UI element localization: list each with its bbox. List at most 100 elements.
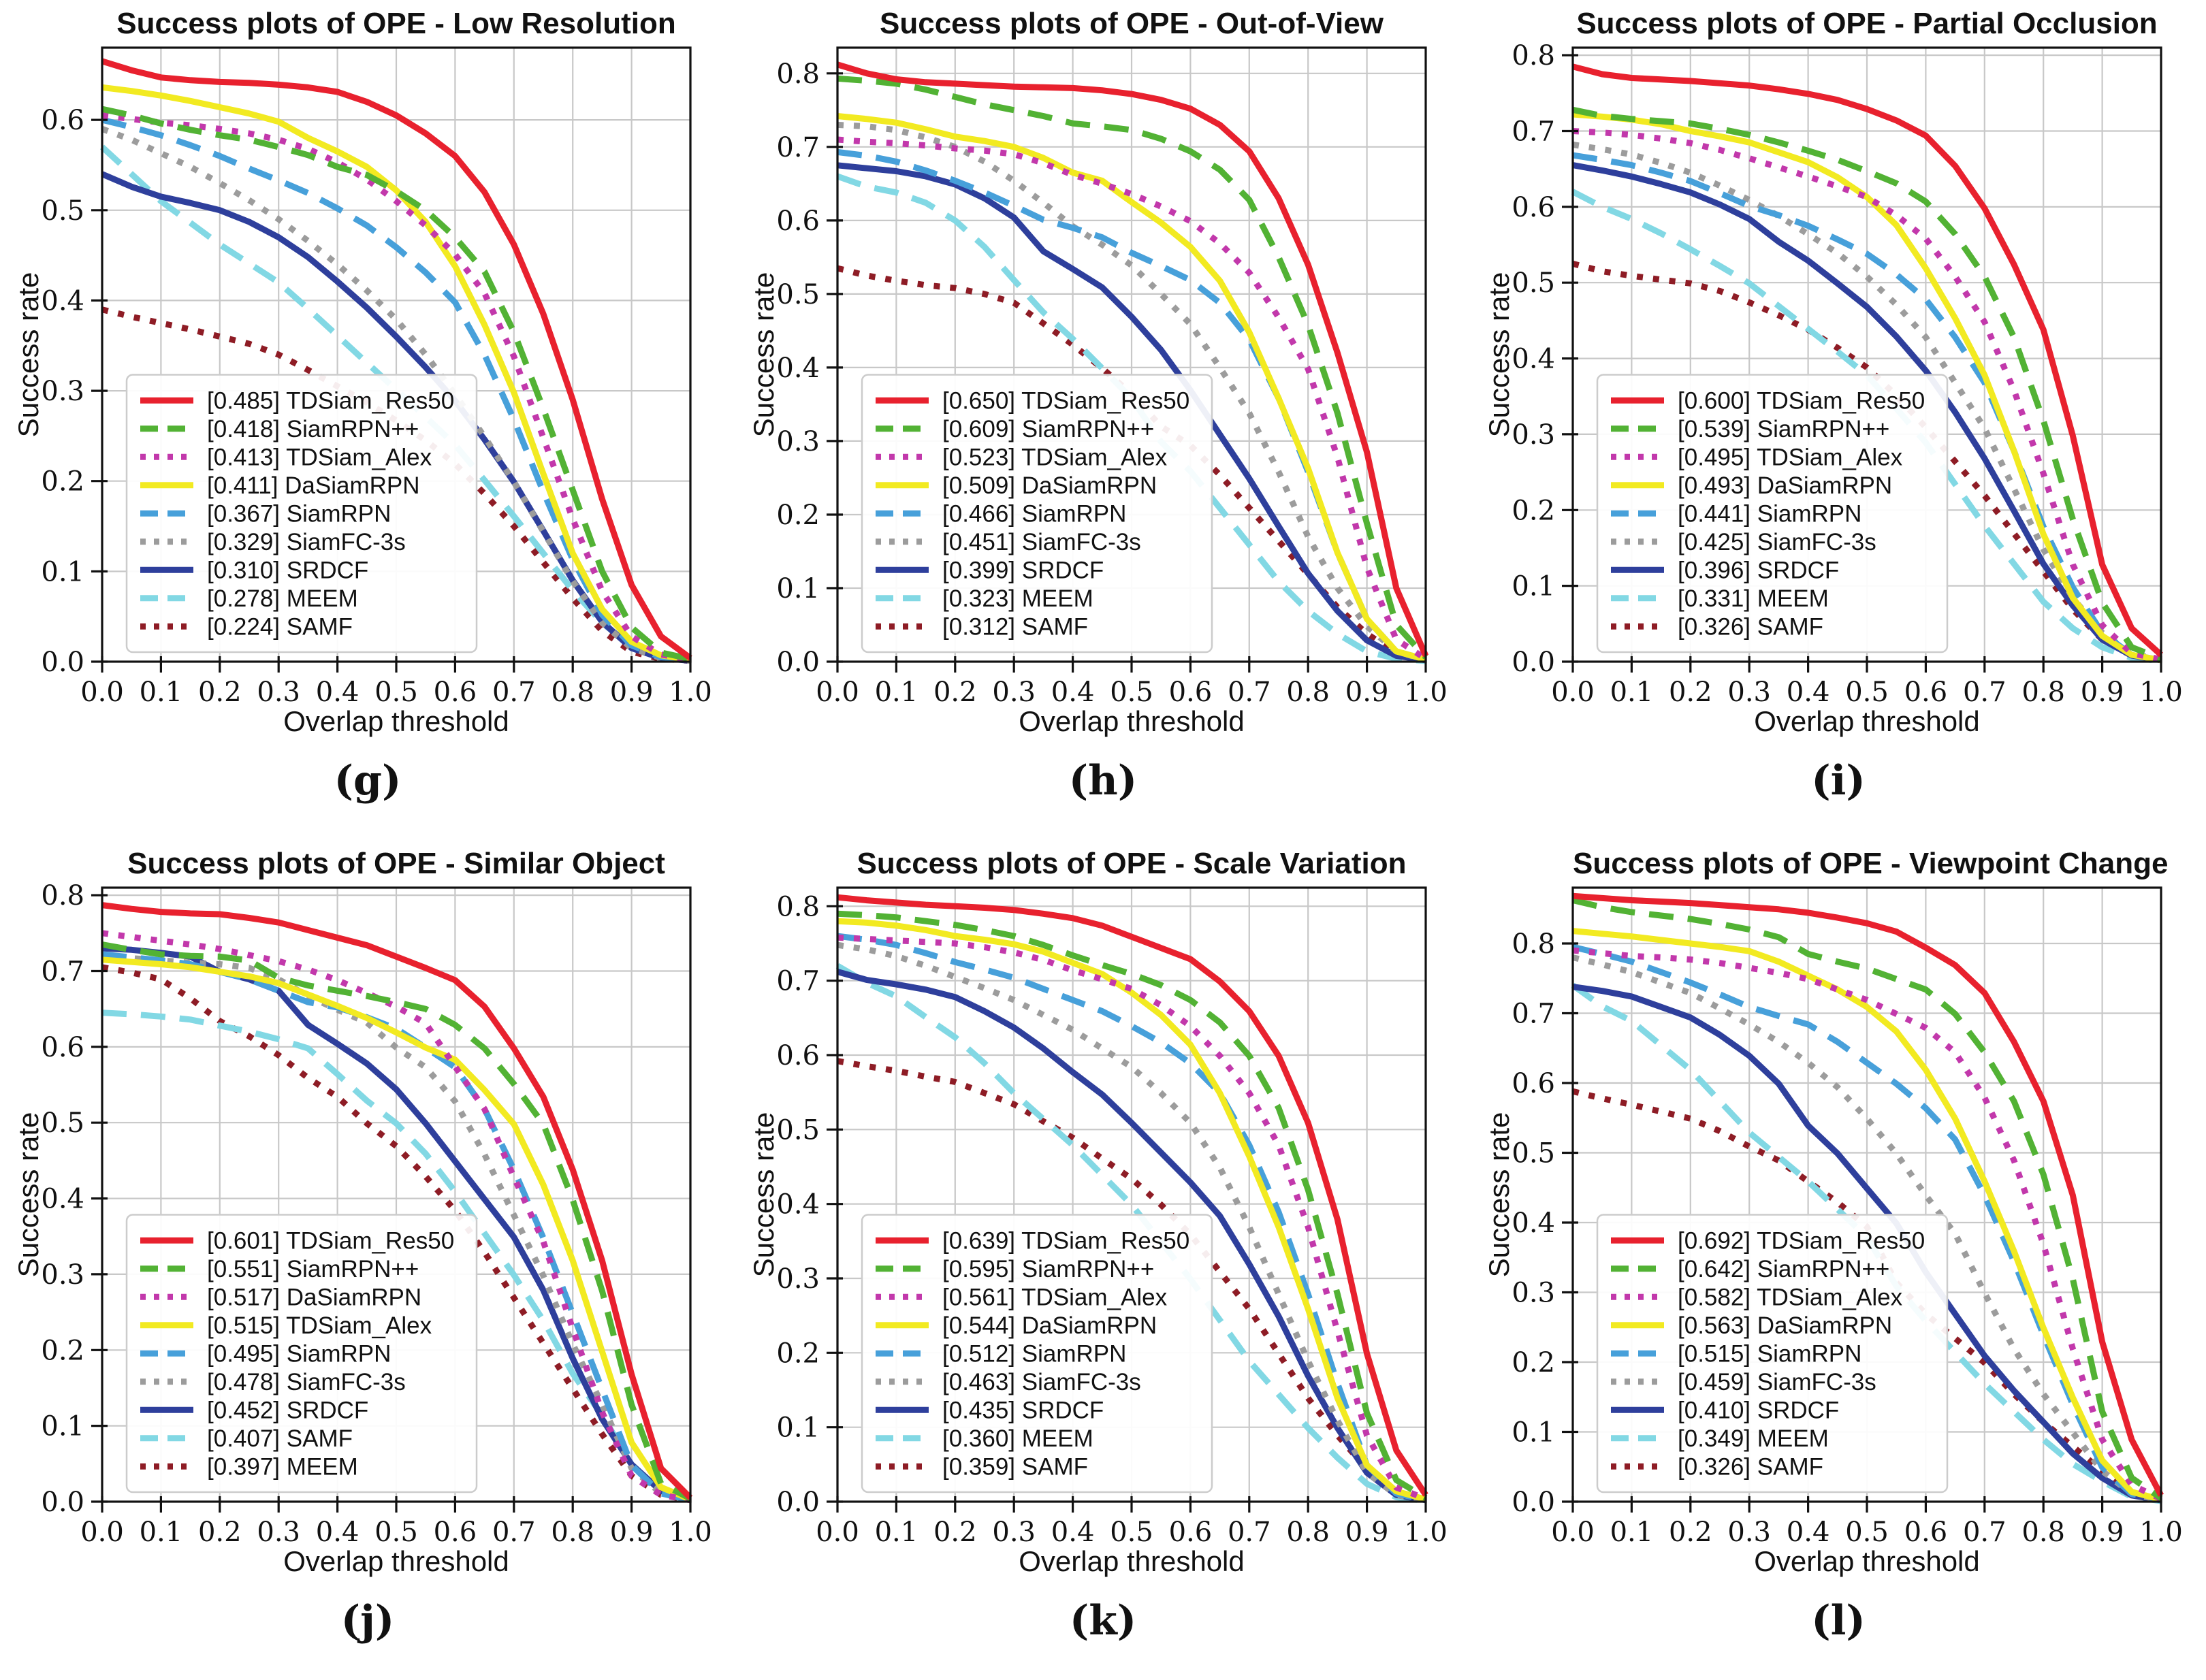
curve-TDSiam_Alex [1572, 947, 2162, 1502]
x-tick-label: 0.0 [816, 1517, 859, 1548]
curve-SiamFC-3s [1571, 954, 2162, 1504]
y-tick-label: 0.4 [776, 1189, 820, 1221]
curve-SiamFC-3s [101, 952, 692, 1504]
subplot-caption: (h) [1068, 757, 1138, 805]
x-tick-label: 0.0 [1551, 1517, 1595, 1548]
subplot-caption: (g) [334, 757, 402, 805]
x-tick-label: 0.5 [1845, 677, 1889, 708]
chart-title: Success plots of OPE - Similar Object [127, 847, 665, 880]
legend-label-SiamRPN: [0.466] SiamRPN [942, 500, 1126, 527]
y-tick-label: 0.8 [1512, 928, 1555, 960]
curve-SiamRPN++ [837, 75, 1428, 660]
x-tick-label: 0.1 [875, 1517, 918, 1548]
legend-label-SiamRPN++: [0.551] SiamRPN++ [207, 1256, 419, 1282]
legend-label-TDSiam_Alex: [0.523] TDSiam_Alex [942, 444, 1168, 470]
subplot-l: 0.0 0.1 0.2 0.3 0.4 0.5 0.6 0.7 0.8 0.9 1.0 0.0 0.1 0… [1471, 840, 2206, 1680]
curve-SAMF [101, 306, 691, 664]
subplot-h: 0.0 0.1 0.2 0.3 0.4 0.5 0.6 0.7 0.8 0.9 1.0 0.0 0.1 0… [735, 0, 1471, 840]
x-tick-label: 0.0 [816, 677, 859, 708]
y-tick-label: 0.4 [41, 285, 84, 317]
curve-MEEM [836, 173, 1426, 664]
curve-SiamRPN [1572, 152, 2162, 664]
y-tick-label: 0.8 [776, 59, 820, 90]
curve-DaSiamRPN [1572, 928, 2162, 1503]
x-tick-label: 0.6 [1169, 677, 1213, 708]
y-tick-label: 0.2 [41, 466, 84, 498]
x-tick-label: 0.3 [992, 1517, 1036, 1548]
subplot-i: 0.0 0.1 0.2 0.3 0.4 0.5 0.6 0.7 0.8 0.9 1.0 0.0 0.1 0… [1471, 0, 2206, 840]
y-tick-label: 0.6 [776, 1040, 820, 1071]
legend-label-SAMF: [0.359] SAMF [942, 1453, 1088, 1480]
chart-title: Success plots of OPE - Low Resolution [116, 7, 676, 40]
legend-label-SiamFC-3s: [0.478] SiamFC-3s [207, 1369, 406, 1395]
y-tick-label: 0.0 [1512, 1487, 1555, 1518]
x-tick-label: 0.2 [1669, 1517, 1712, 1548]
subplot-caption: (i) [1811, 757, 1866, 805]
x-tick-label: 0.1 [140, 677, 183, 708]
curve-MEEM [1571, 189, 2162, 664]
x-tick-label: 0.4 [1051, 1517, 1095, 1548]
legend-label-DaSiamRPN: [0.563] DaSiamRPN [1678, 1312, 1892, 1339]
y-tick-label: 0.1 [776, 1412, 820, 1444]
chart-canvas-k: 0.0 0.1 0.2 0.3 0.4 0.5 0.6 0.7 0.8 0.9 1.0 0.0 0.1 0… [776, 886, 1448, 1548]
subplot-caption: (k) [1069, 1597, 1137, 1645]
y-tick-label: 0.0 [41, 647, 84, 678]
y-tick-label: 0.4 [41, 1184, 84, 1215]
x-tick-label: 0.9 [610, 1517, 654, 1548]
curve-SRDCF [1572, 984, 2162, 1504]
x-tick-label: 0.2 [1669, 677, 1712, 708]
y-tick-label: 0.5 [776, 279, 820, 310]
chart-canvas-j: 0.0 0.1 0.2 0.3 0.4 0.5 0.6 0.7 0.8 0.9 1.0 0.0 0.1 0… [41, 880, 712, 1548]
x-axis-label: Overlap threshold [1754, 705, 1980, 737]
legend-label-TDSiam_Res50: [0.692] TDSiam_Res50 [1678, 1227, 1925, 1254]
y-tick-label: 0.5 [776, 1114, 820, 1146]
curve-DaSiamRPN [101, 84, 691, 663]
curve-SRDCF [837, 162, 1426, 664]
curve-DaSiamRPN [837, 918, 1427, 1503]
subplot-g: 0.0 0.1 0.2 0.3 0.4 0.5 0.6 0.7 0.8 0.9 1.0 0.0 0.1 0… [0, 0, 735, 840]
x-tick-label: 0.6 [1904, 677, 1948, 708]
y-tick-label: 0.0 [1512, 647, 1555, 678]
chart-title: Success plots of OPE - Partial Occlusion [1576, 7, 2158, 40]
chart-title: Success plots of OPE - Viewpoint Change [1573, 847, 2169, 880]
legend-label-SiamFC-3s: [0.459] SiamFC-3s [1678, 1369, 1876, 1395]
curve-TDSiam_Res50 [1571, 63, 2164, 658]
x-tick-label: 0.3 [1727, 1517, 1771, 1548]
y-tick-label: 0.7 [776, 966, 820, 997]
x-tick-label: 0.8 [1286, 677, 1330, 708]
y-tick-label: 0.3 [776, 426, 820, 457]
x-tick-label: 0.6 [434, 677, 477, 708]
x-tick-label: 0.9 [2081, 1517, 2124, 1548]
legend-label-DaSiamRPN: [0.509] DaSiamRPN [942, 472, 1157, 499]
curve-SiamRPN [101, 116, 691, 663]
y-tick-label: 0.0 [776, 647, 820, 678]
y-tick-label: 0.3 [776, 1263, 820, 1295]
x-tick-label: 0.7 [1963, 1517, 2007, 1548]
legend-label-MEEM: [0.360] MEEM [942, 1425, 1093, 1452]
curve-DaSiamRPN [1572, 111, 2162, 664]
legend-label-SiamFC-3s: [0.451] SiamFC-3s [942, 529, 1141, 555]
chart-title: Success plots of OPE - Out-of-View [880, 7, 1384, 40]
y-tick-label: 0.8 [41, 880, 84, 911]
legend-label-SAMF: [0.326] SAMF [1678, 1453, 1823, 1480]
x-tick-label: 0.5 [1845, 1517, 1889, 1548]
y-tick-label: 0.7 [1512, 116, 1555, 148]
y-tick-label: 0.0 [41, 1487, 84, 1518]
legend-label-MEEM: [0.349] MEEM [1678, 1425, 1829, 1452]
legend-label-TDSiam_Alex: [0.413] TDSiam_Alex [207, 444, 432, 470]
y-tick-label: 0.2 [776, 500, 820, 531]
legend-box [125, 1214, 478, 1493]
x-tick-label: 0.2 [933, 1517, 977, 1548]
y-tick-label: 0.5 [41, 195, 84, 227]
x-tick-label: 0.8 [1286, 1517, 1330, 1548]
curve-SiamFC-3s [837, 941, 1426, 1504]
x-tick-label: 0.4 [1787, 677, 1830, 708]
legend-label-TDSiam_Res50: [0.485] TDSiam_Res50 [207, 387, 454, 414]
subplot-j: 0.0 0.1 0.2 0.3 0.4 0.5 0.6 0.7 0.8 0.9 1.0 0.0 0.1 0… [0, 840, 735, 1680]
legend-label-MEEM: [0.397] MEEM [207, 1453, 358, 1480]
y-axis-label: Success rate [1483, 272, 1515, 438]
legend-label-SRDCF: [0.435] SRDCF [942, 1397, 1104, 1423]
legend-label-MEEM: [0.323] MEEM [942, 585, 1093, 612]
curve-SiamRPN++ [1571, 897, 2163, 1501]
legend-label-SiamRPN++: [0.539] SiamRPN++ [1678, 416, 1889, 442]
